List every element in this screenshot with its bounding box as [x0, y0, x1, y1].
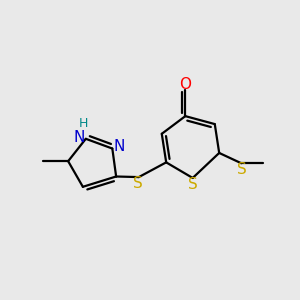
Text: S: S [188, 177, 198, 192]
Text: S: S [237, 162, 247, 177]
Text: N: N [113, 139, 124, 154]
Text: O: O [179, 77, 191, 92]
Text: N: N [74, 130, 85, 145]
Text: S: S [133, 176, 143, 191]
Text: H: H [79, 117, 88, 130]
